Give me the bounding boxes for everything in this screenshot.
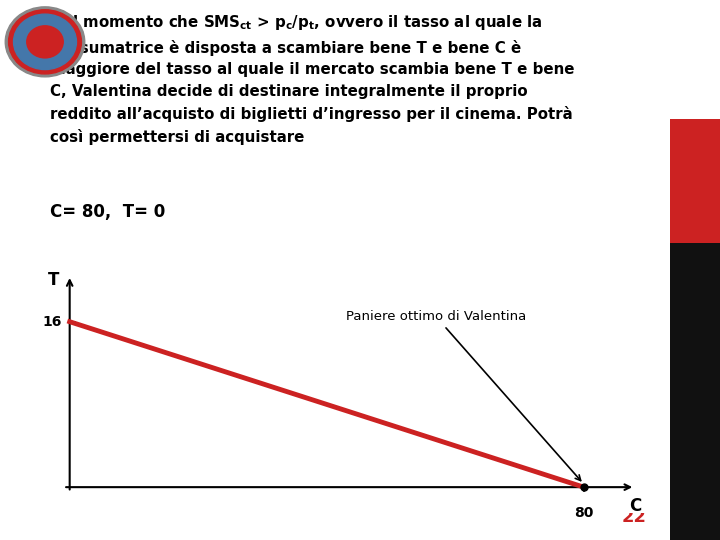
Text: Paniere ottimo di Valentina: Paniere ottimo di Valentina bbox=[346, 310, 580, 481]
Text: 16: 16 bbox=[42, 315, 62, 329]
Circle shape bbox=[27, 26, 63, 58]
Text: 22: 22 bbox=[621, 509, 646, 526]
Text: C: C bbox=[629, 497, 642, 515]
Text: C= 80,  T= 0: C= 80, T= 0 bbox=[50, 202, 166, 220]
Circle shape bbox=[5, 7, 85, 77]
Text: Dal momento che SMS$_{\mathregular{ct}}$ > p$_{\mathregular{c}}$/p$_{\mathregula: Dal momento che SMS$_{\mathregular{ct}}$… bbox=[50, 14, 575, 145]
Circle shape bbox=[14, 14, 76, 70]
Text: 80: 80 bbox=[574, 506, 593, 520]
Text: T: T bbox=[48, 271, 59, 289]
Circle shape bbox=[9, 10, 81, 74]
